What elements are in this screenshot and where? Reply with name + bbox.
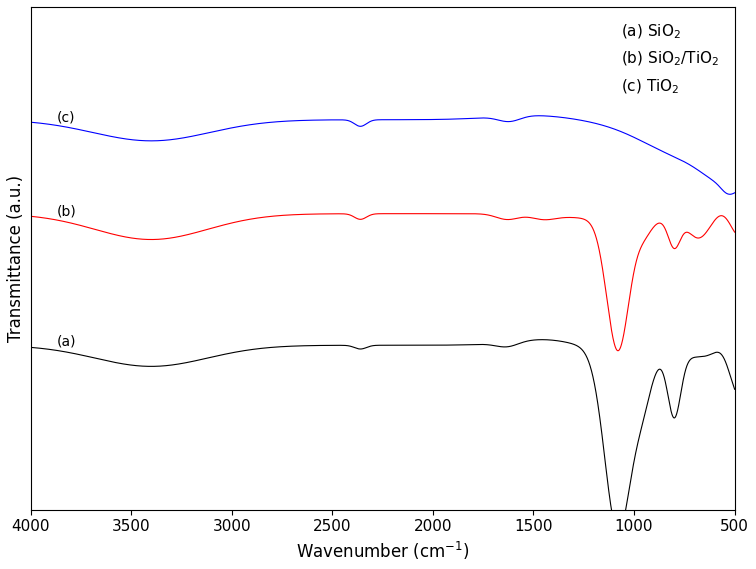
Y-axis label: Transmittance (a.u.): Transmittance (a.u.) <box>7 175 25 342</box>
X-axis label: Wavenumber (cm$^{-1}$): Wavenumber (cm$^{-1}$) <box>296 540 469 562</box>
Text: (a): (a) <box>57 335 76 348</box>
Legend: (a) SiO$_2$, (b) SiO$_2$/TiO$_2$, (c) TiO$_2$: (a) SiO$_2$, (b) SiO$_2$/TiO$_2$, (c) Ti… <box>613 15 727 104</box>
Text: (b): (b) <box>57 204 76 218</box>
Text: (c): (c) <box>57 110 75 125</box>
